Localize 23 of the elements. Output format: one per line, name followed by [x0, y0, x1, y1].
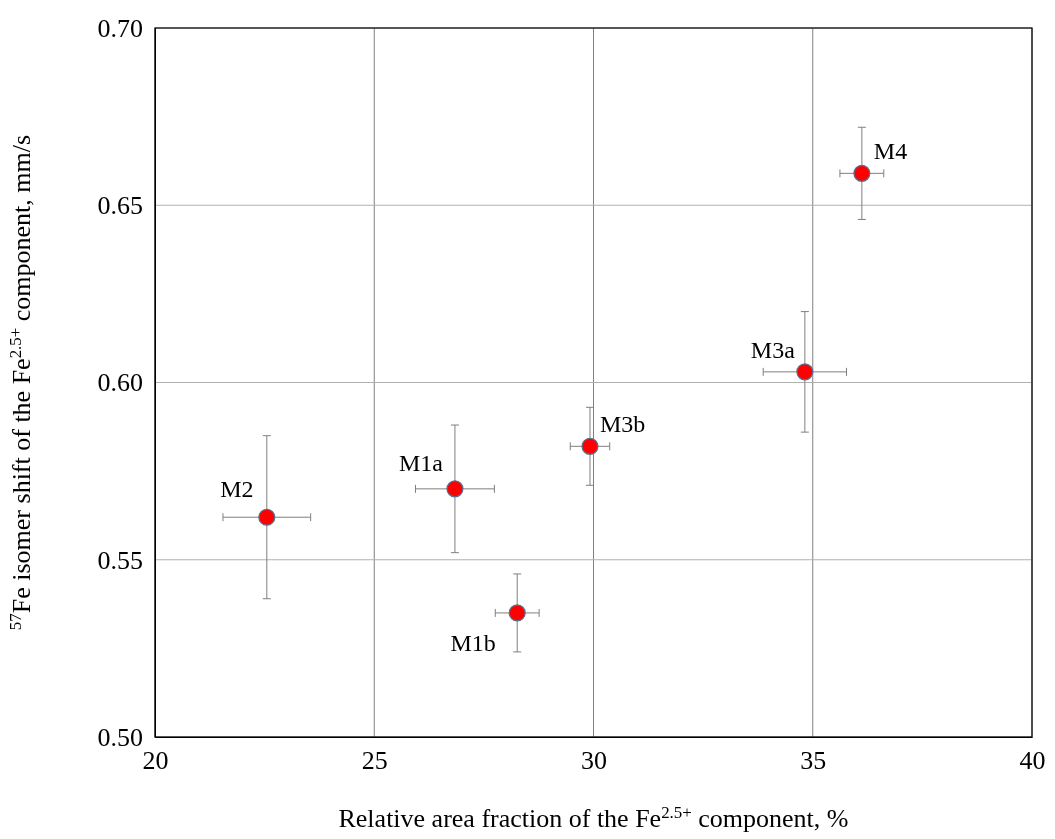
point	[853, 164, 871, 182]
x-tick-label: 40	[1019, 746, 1046, 776]
y-tick-label: 0.50	[97, 722, 143, 752]
x-tick-label: 20	[142, 746, 169, 776]
annotation: M3b	[599, 411, 646, 438]
x-tick-label: 25	[361, 746, 388, 776]
point	[581, 437, 599, 455]
point	[508, 604, 526, 622]
annotation: M1b	[450, 629, 496, 656]
annotation: M4	[873, 138, 908, 165]
annotation: M3a	[750, 336, 796, 363]
x-tick-label: 35	[800, 746, 827, 776]
x-axis-title: Relative area fraction of the Fe$^{2.5+}$ component, %	[338, 802, 849, 833]
point	[258, 508, 276, 526]
y-tick-label: 0.55	[97, 545, 143, 575]
annotation: M1a	[398, 449, 444, 476]
y-tick-label: 0.70	[97, 13, 143, 43]
point	[796, 363, 814, 381]
y-tick-label: 0.65	[97, 191, 143, 221]
x-tick-label: 30	[581, 746, 607, 776]
point	[446, 480, 464, 498]
annotation: M2	[220, 476, 254, 503]
y-tick-label: 0.60	[97, 368, 143, 398]
